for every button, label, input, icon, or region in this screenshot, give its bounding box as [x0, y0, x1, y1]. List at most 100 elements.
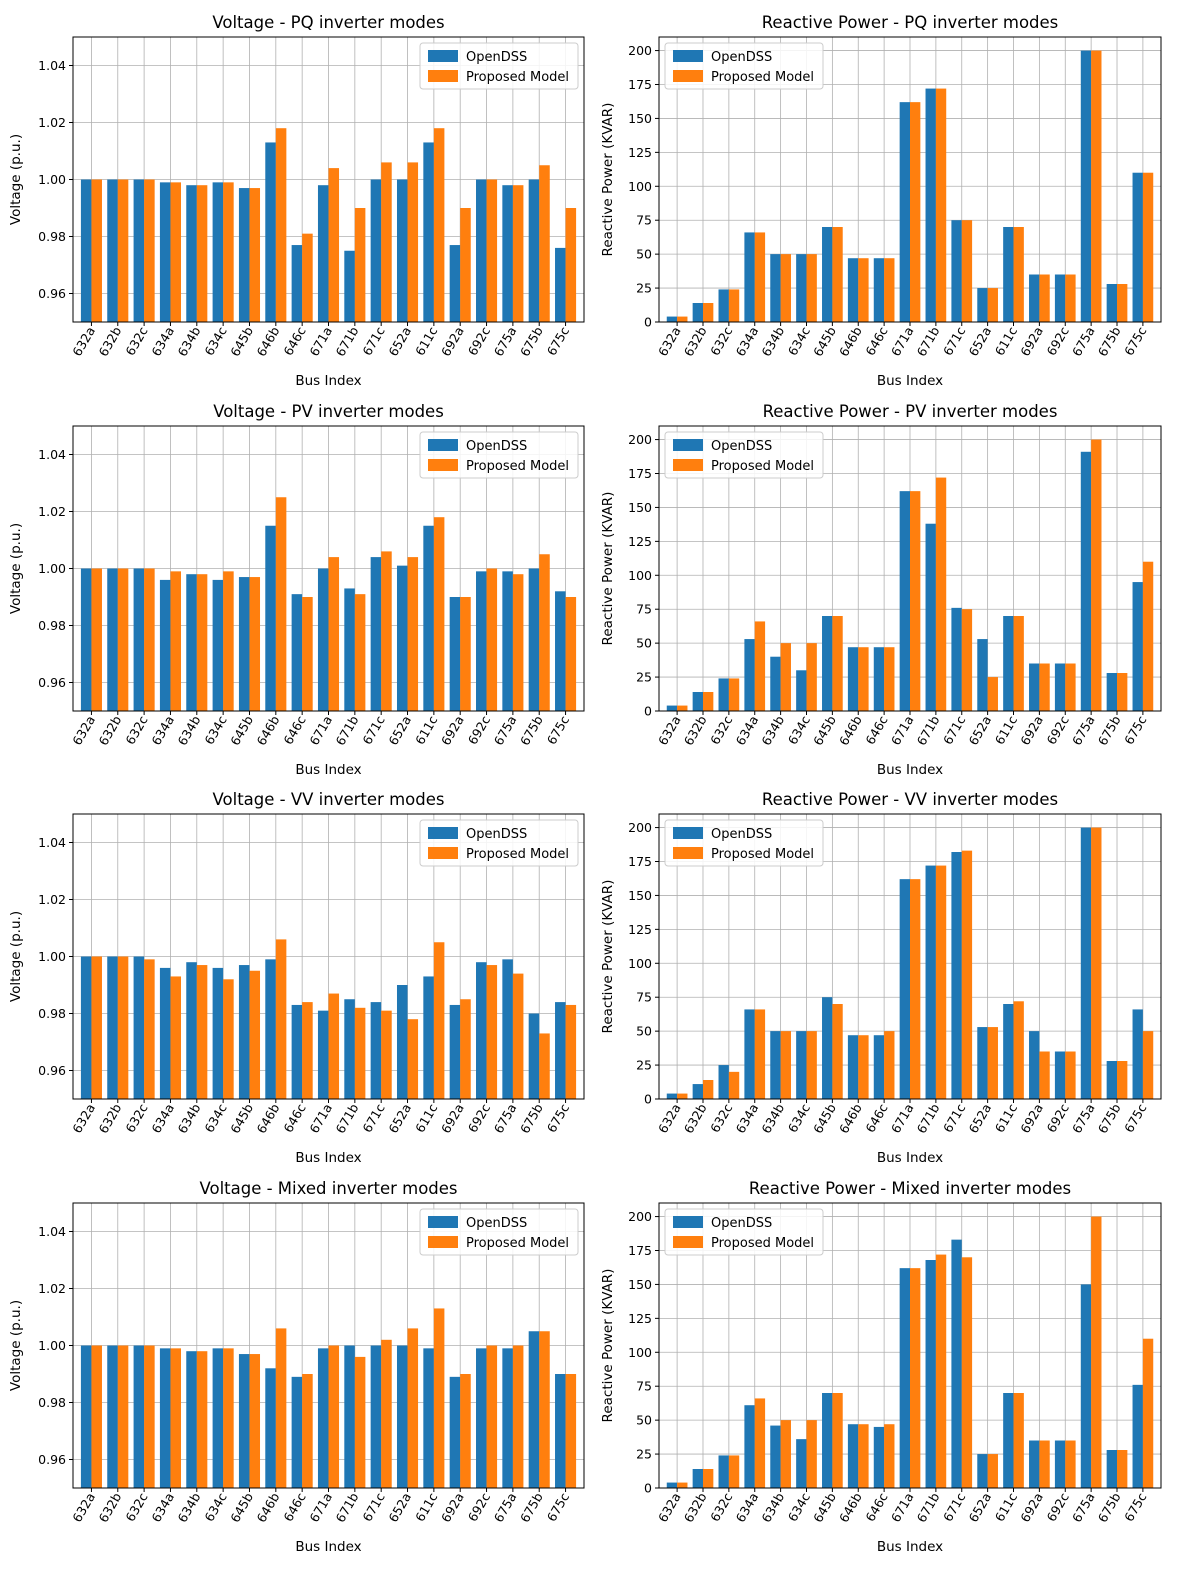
x-tick-label: 692a [1017, 1490, 1046, 1525]
legend-swatch-proposed [673, 847, 703, 859]
plot-frame [72, 425, 585, 712]
bar-opendss-692a [449, 597, 461, 711]
x-axis-label: Bus Index [295, 762, 361, 778]
bar-proposed-675c [565, 597, 577, 711]
y-tick-label: 1.02 [38, 504, 66, 519]
bar-opendss-671a [899, 491, 910, 711]
x-tick-label: 646c [280, 713, 308, 747]
bar-proposed-675b [539, 1033, 550, 1099]
x-tick-label: 652a [965, 713, 994, 748]
x-tick-label: 671c [359, 324, 387, 358]
y-tick-label: 25 [636, 281, 652, 296]
chart-title: Voltage - Mixed inverter modes [199, 1179, 457, 1198]
bar-proposed-675b [1117, 1450, 1128, 1488]
x-tick-label: 646b [254, 1490, 283, 1525]
bar-opendss-634b [186, 962, 197, 1099]
x-tick-label: 645b [227, 324, 256, 359]
bar-proposed-632c [144, 1345, 155, 1488]
bar-opendss-632b [107, 1345, 118, 1488]
bar-proposed-634b [196, 574, 208, 711]
bar-proposed-645b [832, 227, 843, 322]
y-tick-label: 1.00 [38, 172, 66, 187]
chart-panel-2: 0.96 0.98 1.00 1.02 1.04 632a632b632c634a634b… [8, 402, 585, 778]
y-axis-label: Voltage (p.u.) [8, 911, 24, 1002]
chart-title: Reactive Power - VV inverter modes [762, 790, 1058, 809]
bar-proposed-671c [961, 609, 973, 711]
x-tick-label: 692a [1017, 1101, 1046, 1136]
y-axis-label: Voltage (p.u.) [8, 134, 24, 225]
y-tick-label: 125 [628, 1311, 652, 1326]
x-tick-label: 671c [940, 324, 968, 358]
bar-proposed-645b [249, 188, 261, 322]
legend-swatch-opendss [673, 1216, 703, 1228]
bar-opendss-692a [1029, 663, 1040, 711]
y-tick-label: 125 [628, 922, 652, 937]
bar-proposed-671c [961, 220, 973, 322]
bar-proposed-675b [1117, 284, 1128, 322]
y-tick-label: 150 [628, 1277, 652, 1292]
bar-proposed-611c [1013, 616, 1024, 711]
x-tick-label: 675b [517, 713, 546, 748]
bar-proposed-632a [91, 956, 102, 1099]
bar-proposed-671a [328, 1345, 340, 1488]
x-tick-label: 634b [175, 1101, 204, 1136]
bar-proposed-632b [702, 303, 714, 322]
bar-proposed-634a [754, 621, 766, 711]
bar-opendss-675b [528, 568, 540, 711]
legend-box [419, 1208, 579, 1256]
y-tick-label: 0.98 [38, 618, 66, 633]
y-tick-label: 50 [636, 247, 652, 262]
bars-group [80, 497, 577, 711]
x-tick-label: 692c [1043, 713, 1071, 747]
bar-proposed-671a [328, 557, 340, 711]
bar-opendss-632c [718, 289, 729, 322]
bar-proposed-611c [433, 942, 445, 1099]
x-tick-label: 611c [992, 324, 1020, 358]
legend-label-opendss: OpenDSS [466, 827, 527, 842]
x-tick-label: 632a [655, 1101, 684, 1136]
x-tick-label: 632b [95, 713, 124, 748]
bar-proposed-634a [754, 1009, 766, 1099]
bar-opendss-675c [555, 247, 566, 322]
legend-box [664, 42, 824, 90]
bar-proposed-634c [223, 979, 234, 1099]
bar-opendss-645b [822, 616, 833, 711]
bar-opendss-634a [159, 182, 171, 322]
x-tick-label: 632b [95, 1490, 124, 1525]
x-tick-label: 632c [122, 713, 150, 747]
bar-opendss-671b [344, 1345, 355, 1488]
x-tick-label: 645b [227, 1101, 256, 1136]
bar-proposed-632b [117, 1345, 129, 1488]
x-tick-label: 675b [1095, 1490, 1124, 1525]
bar-opendss-646c [873, 258, 885, 322]
x-tick-label: 634c [785, 713, 813, 747]
y-tick-label: 1.04 [38, 835, 66, 850]
bar-opendss-632c [133, 179, 145, 322]
bar-proposed-645b [249, 970, 261, 1099]
x-tick-label: 632c [122, 1490, 150, 1524]
x-tick-label: 671a [888, 1490, 917, 1525]
bar-proposed-652a [407, 1328, 419, 1488]
bar-opendss-634b [770, 1031, 781, 1099]
x-tick-label: 634c [785, 1101, 813, 1135]
bar-opendss-611c [423, 1348, 434, 1488]
bar-proposed-634c [223, 182, 234, 322]
bar-proposed-692a [460, 999, 471, 1099]
bar-proposed-675a [1091, 827, 1102, 1099]
bar-opendss-645b [238, 965, 250, 1099]
bar-opendss-692a [1029, 1031, 1040, 1099]
bar-opendss-646b [847, 1035, 859, 1099]
bar-proposed-646c [302, 1002, 313, 1099]
bar-proposed-671a [328, 168, 340, 322]
bar-opendss-646c [873, 1426, 885, 1488]
bar-proposed-645b [249, 577, 261, 711]
x-tick-label: 675a [491, 1101, 520, 1136]
bar-opendss-646b [847, 647, 859, 711]
x-tick-label: 675c [1121, 713, 1149, 747]
bar-opendss-692c [1054, 274, 1066, 322]
x-tick-label: 671b [333, 1101, 362, 1136]
bar-proposed-632b [117, 956, 129, 1099]
y-axis-label: Reactive Power (KVAR) [600, 1269, 616, 1423]
x-tick-label: 634a [148, 1101, 177, 1136]
